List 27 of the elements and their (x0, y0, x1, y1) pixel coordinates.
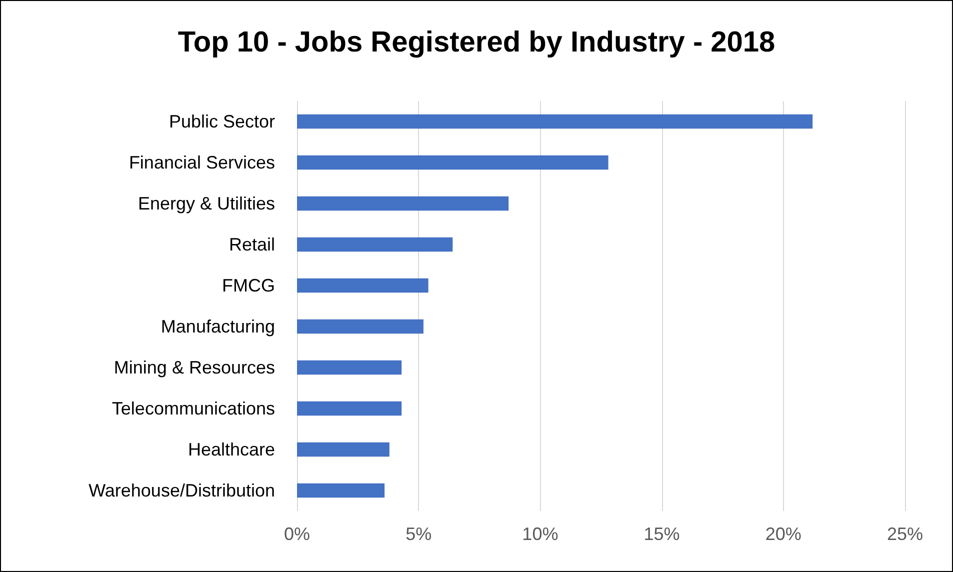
y-tick-label: Public Sector (168, 112, 275, 132)
bar (297, 442, 390, 457)
y-tick-label: Retail (228, 234, 275, 254)
y-tick-label: Energy & Utilities (138, 194, 275, 214)
bar (297, 196, 509, 211)
x-tick-label: 15% (644, 524, 680, 544)
bar (297, 401, 402, 416)
bar (297, 483, 385, 498)
x-tick-label: 10% (522, 524, 558, 544)
x-tick-label: 5% (406, 524, 432, 544)
y-tick-label: Healthcare (188, 440, 275, 460)
chart-title: Top 10 - Jobs Registered by Industry - 2018 (178, 26, 776, 58)
bar (297, 114, 813, 129)
x-tick-label: 20% (765, 524, 802, 544)
y-tick-label: Warehouse/Distribution (88, 480, 275, 500)
y-tick-label: FMCG (222, 276, 275, 296)
bar (297, 278, 428, 293)
y-tick-label: Telecommunications (112, 398, 275, 418)
bar (297, 237, 453, 252)
y-tick-label: Mining & Resources (114, 358, 275, 378)
y-tick-label: Manufacturing (160, 316, 275, 336)
y-tick-label: Financial Services (128, 152, 275, 172)
bar (297, 155, 608, 170)
bar (297, 319, 424, 334)
bar (297, 360, 402, 375)
x-tick-label: 0% (284, 524, 310, 544)
x-tick-label: 25% (886, 524, 924, 544)
